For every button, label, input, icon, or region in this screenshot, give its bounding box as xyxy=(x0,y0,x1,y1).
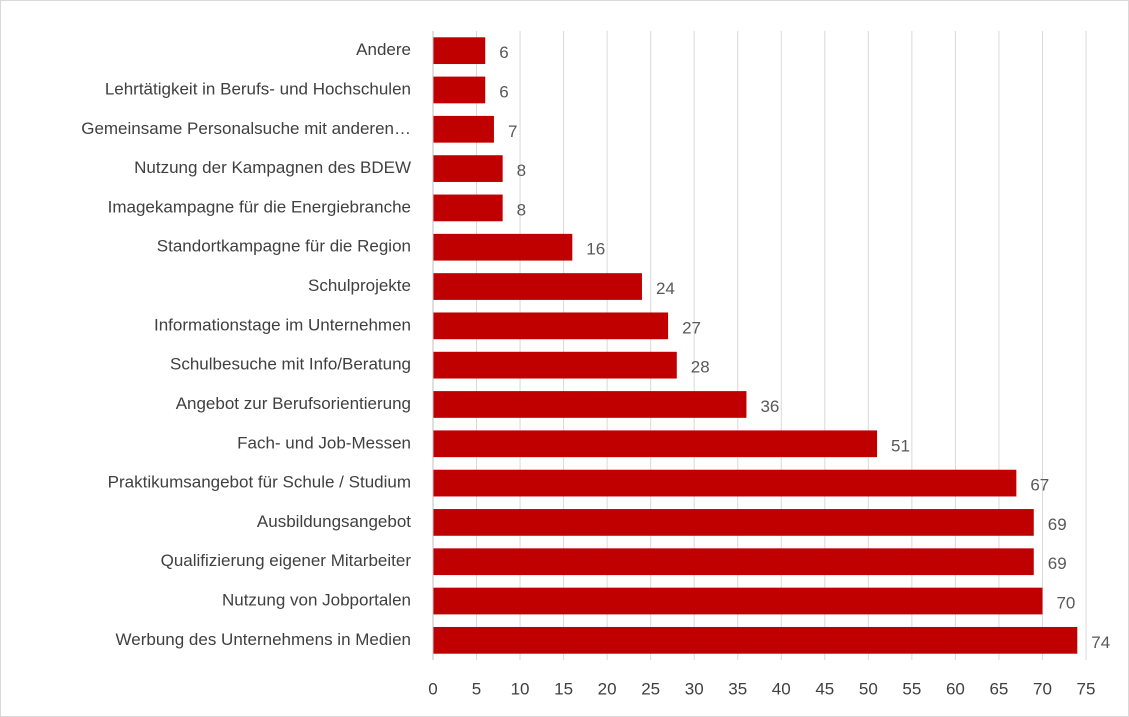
bar xyxy=(433,469,1017,497)
y-tick-label: Schulbesuche mit Info/Beratung xyxy=(170,355,411,374)
x-tick-label: 40 xyxy=(772,679,791,698)
bar xyxy=(433,76,486,104)
value-label: 6 xyxy=(499,43,508,62)
x-tick-label: 75 xyxy=(1077,679,1096,698)
bar xyxy=(433,312,669,340)
value-label: 8 xyxy=(517,200,526,219)
value-label: 8 xyxy=(517,161,526,180)
x-tick-label: 5 xyxy=(472,679,481,698)
x-tick-label: 0 xyxy=(428,679,437,698)
x-tick-label: 25 xyxy=(641,679,660,698)
y-tick-label: Werbung des Unternehmens in Medien xyxy=(116,630,411,649)
bar xyxy=(433,115,494,143)
value-label: 6 xyxy=(499,82,508,101)
y-tick-label: Fach- und Job-Messen xyxy=(237,433,411,452)
x-tick-label: 20 xyxy=(598,679,617,698)
y-tick-label: Gemeinsame Personalsuche mit anderen… xyxy=(81,119,411,138)
value-label: 69 xyxy=(1048,515,1067,534)
x-tick-label: 55 xyxy=(902,679,921,698)
bar xyxy=(433,273,642,300)
y-tick-label: Imagekampagne für die Energiebranche xyxy=(108,197,411,216)
bar xyxy=(433,509,1034,536)
bar xyxy=(433,155,503,182)
bar xyxy=(433,194,503,222)
x-tick-label: 30 xyxy=(685,679,704,698)
x-tick-label: 50 xyxy=(859,679,878,698)
x-tick-label: 15 xyxy=(554,679,573,698)
bar xyxy=(433,351,677,379)
y-tick-label: Ausbildungsangebot xyxy=(257,512,411,531)
y-tick-label: Standortkampagne für die Region xyxy=(157,237,411,256)
bar xyxy=(433,391,747,418)
bar xyxy=(433,430,878,458)
y-tick-label: Andere xyxy=(356,40,411,59)
bar xyxy=(433,626,1078,654)
bar xyxy=(433,233,573,261)
bar xyxy=(433,587,1043,615)
value-label: 27 xyxy=(682,318,701,337)
x-tick-label: 60 xyxy=(946,679,965,698)
y-tick-label: Informationstage im Unternehmen xyxy=(154,315,411,334)
y-tick-label: Schulprojekte xyxy=(308,276,411,295)
y-tick-label: Praktikumsangebot für Schule / Studium xyxy=(108,473,411,492)
value-label: 16 xyxy=(586,240,605,259)
value-label: 24 xyxy=(656,279,675,298)
x-tick-label: 35 xyxy=(728,679,747,698)
x-tick-label: 70 xyxy=(1033,679,1052,698)
value-label: 70 xyxy=(1056,594,1075,613)
y-tick-label: Nutzung der Kampagnen des BDEW xyxy=(134,158,411,177)
value-label: 74 xyxy=(1091,633,1110,652)
x-tick-label: 10 xyxy=(511,679,530,698)
bar xyxy=(433,37,486,65)
y-tick-label: Qualifizierung eigener Mitarbeiter xyxy=(161,551,412,570)
value-label: 67 xyxy=(1030,476,1049,495)
bar xyxy=(433,548,1034,576)
value-label: 7 xyxy=(508,122,517,141)
x-tick-label: 65 xyxy=(989,679,1008,698)
y-tick-label: Lehrtätigkeit in Berufs- und Hochschulen xyxy=(105,79,411,98)
value-label: 69 xyxy=(1048,554,1067,573)
value-label: 36 xyxy=(760,397,779,416)
value-label: 28 xyxy=(691,358,710,377)
x-tick-label: 45 xyxy=(815,679,834,698)
value-label: 51 xyxy=(891,436,910,455)
y-tick-label: Nutzung von Jobportalen xyxy=(222,591,411,610)
y-tick-label: Angebot zur Berufsorientierung xyxy=(176,394,411,413)
